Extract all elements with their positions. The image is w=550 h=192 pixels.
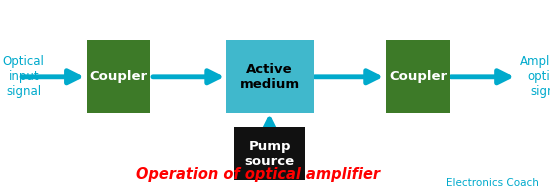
FancyBboxPatch shape [226,40,314,113]
Text: Coupler: Coupler [389,70,447,83]
FancyBboxPatch shape [386,40,450,113]
Text: Amplified
optical
signal: Amplified optical signal [520,55,550,98]
Text: Coupler: Coupler [89,70,147,83]
Text: Pump
source: Pump source [244,140,295,168]
Text: Optical
input
signal: Optical input signal [3,55,45,98]
FancyBboxPatch shape [234,127,305,180]
Text: Electronics Coach: Electronics Coach [446,178,539,188]
FancyBboxPatch shape [87,40,150,113]
Text: Operation of optical amplifier: Operation of optical amplifier [136,167,381,182]
Text: Active
medium: Active medium [239,63,300,91]
